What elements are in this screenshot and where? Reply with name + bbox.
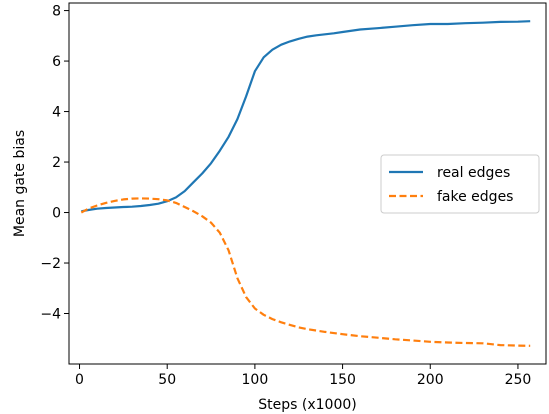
- x-tick-label: 250: [505, 372, 532, 388]
- plot-frame: [68, 2, 547, 365]
- legend-label-2: fake edges: [437, 189, 513, 205]
- legend-label-1: real edges: [437, 165, 510, 181]
- y-tick-label: 8: [52, 4, 61, 20]
- x-axis: 0 50 100 150 200 250: [75, 364, 531, 388]
- y-tick-label: 2: [52, 155, 61, 171]
- y-tick-label: 0: [52, 206, 61, 222]
- y-tick-label: 6: [52, 54, 61, 70]
- x-tick-label: 50: [158, 372, 176, 388]
- x-tick-label: 0: [75, 372, 84, 388]
- x-tick-label: 150: [329, 372, 356, 388]
- y-tick-label: −2: [40, 256, 61, 272]
- x-tick-label: 100: [242, 372, 269, 388]
- x-tick-label: 200: [417, 372, 444, 388]
- y-tick-label: 4: [52, 105, 61, 121]
- y-tick-label: −4: [40, 307, 61, 323]
- legend: real edges fake edges: [380, 154, 540, 214]
- x-axis-label: Steps (x1000): [258, 397, 356, 413]
- legend-box: [380, 154, 540, 214]
- y-axis-label: Mean gate bias: [12, 130, 28, 237]
- series-line-1: [81, 20, 531, 213]
- y-axis: −4 −2 0 2 4 6 8: [40, 4, 69, 323]
- series-line-2: [80, 197, 531, 347]
- plot-marks: [80, 20, 531, 347]
